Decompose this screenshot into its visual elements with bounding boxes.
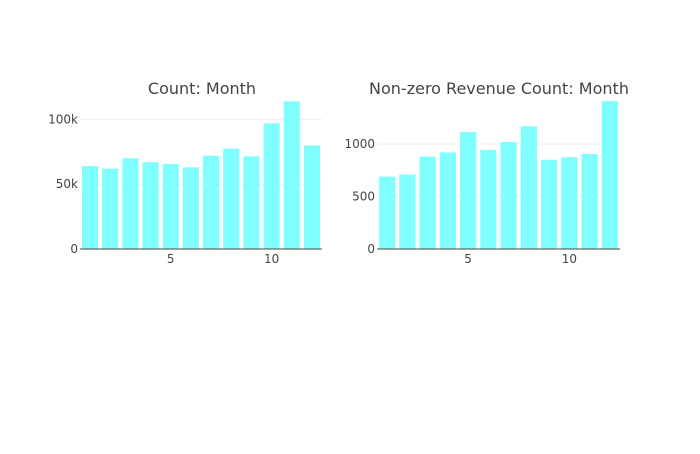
y-tick-label: 50k	[56, 177, 78, 191]
bar	[480, 149, 497, 249]
bar	[223, 148, 240, 249]
bar	[263, 123, 280, 249]
bar	[520, 126, 537, 249]
chart-title: Count: Month	[148, 79, 256, 98]
bar	[399, 174, 416, 249]
bar	[500, 141, 517, 249]
bar	[82, 166, 99, 249]
y-tick-label: 100k	[48, 112, 78, 126]
bar	[243, 156, 260, 249]
bars	[82, 101, 320, 249]
chart-title: Non-zero Revenue Count: Month	[369, 79, 629, 98]
bar	[601, 101, 618, 250]
bar	[460, 132, 477, 249]
bar	[182, 167, 199, 249]
axes: 0 50k 100k 5 10	[48, 112, 322, 266]
bar	[439, 152, 456, 249]
x-tick-label: 10	[264, 252, 279, 266]
y-tick-label: 0	[367, 242, 375, 256]
y-tick-label: 500	[352, 190, 375, 204]
y-tick-label: 0	[70, 242, 78, 256]
panel-count-month: Count: Month 0 50k 100k 5 10	[48, 79, 322, 266]
gridlines	[80, 118, 322, 185]
bars	[379, 101, 618, 250]
bar	[162, 164, 179, 249]
x-tick-label: 5	[167, 252, 175, 266]
bar	[581, 154, 598, 249]
bar	[561, 157, 578, 249]
bar	[102, 168, 119, 249]
bar	[283, 101, 300, 249]
x-tick-label: 5	[464, 252, 472, 266]
x-tick-label: 10	[562, 252, 577, 266]
y-tick-label: 1000	[344, 137, 375, 151]
bar	[303, 145, 320, 249]
bar	[203, 155, 220, 249]
bar	[541, 159, 558, 249]
panel-nonzero-revenue-count-month: Non-zero Revenue Count: Month 0 500 1000 5 1…	[344, 79, 629, 266]
gridlines	[377, 143, 620, 198]
bar	[419, 156, 436, 249]
axes: 0 500 1000 5 10	[344, 137, 620, 266]
bar	[122, 158, 139, 249]
bar	[142, 162, 159, 249]
bar	[379, 176, 396, 249]
